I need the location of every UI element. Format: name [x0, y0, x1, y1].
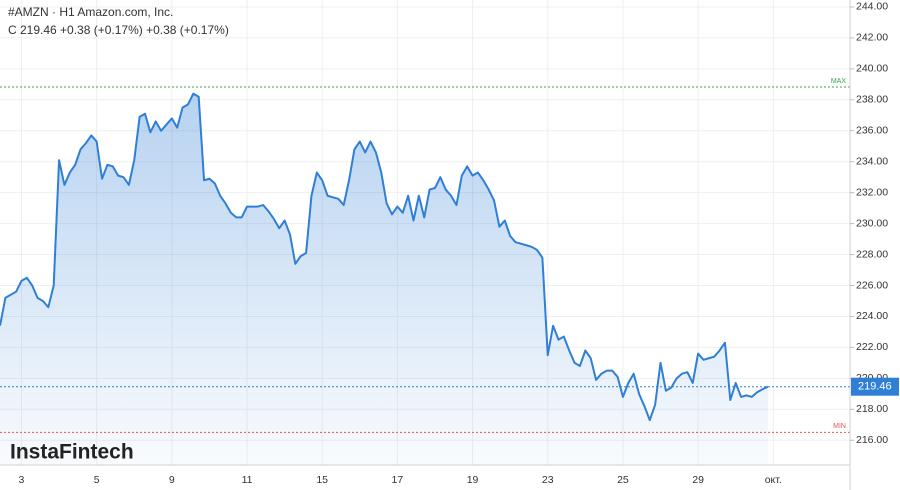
y-tick-label: 226.00 — [856, 279, 888, 291]
x-tick-label: 15 — [316, 474, 328, 486]
x-tick-label: 9 — [169, 474, 175, 486]
y-tick-label: 230.00 — [856, 217, 888, 229]
y-tick-label: 244.00 — [856, 1, 888, 13]
x-tick-label: 23 — [542, 474, 554, 486]
y-tick-label: 218.00 — [856, 403, 888, 415]
x-tick-label: окт. — [765, 474, 782, 486]
last-price-label: 219.46 — [858, 381, 892, 393]
x-tick-label: 29 — [692, 474, 704, 486]
x-tick-label: 25 — [617, 474, 629, 486]
x-tick-label: 17 — [392, 474, 404, 486]
x-tick-label: 5 — [94, 474, 100, 486]
chart-subtitle: C 219.46 +0.38 (+0.17%) +0.38 (+0.17%) — [8, 23, 229, 37]
x-tick-label: 11 — [242, 474, 253, 486]
price-line — [0, 92, 769, 422]
y-tick-label: 228.00 — [856, 248, 888, 260]
y-tick-label: 224.00 — [856, 310, 888, 322]
x-tick-label: 3 — [19, 474, 25, 486]
x-tick-label: 19 — [467, 474, 479, 486]
watermark: InstaFintech — [10, 441, 134, 464]
y-tick-label: 240.00 — [856, 63, 888, 75]
y-tick-label: 238.00 — [856, 94, 888, 106]
area — [0, 93, 768, 466]
y-tick-label: 232.00 — [856, 186, 888, 198]
y-tick-label: 216.00 — [856, 434, 888, 446]
min-label: MIN — [833, 423, 846, 430]
chart-title: #AMZN · H1 Amazon.com, Inc. — [8, 5, 173, 19]
y-tick-label: 222.00 — [856, 341, 888, 353]
last-price-box — [851, 377, 899, 396]
max-label: MAX — [831, 78, 847, 85]
plot — [0, 86, 850, 466]
y-tick-label: 236.00 — [856, 125, 888, 137]
y-tick-label: 242.00 — [856, 32, 888, 44]
y-tick-label: 234.00 — [856, 155, 888, 167]
